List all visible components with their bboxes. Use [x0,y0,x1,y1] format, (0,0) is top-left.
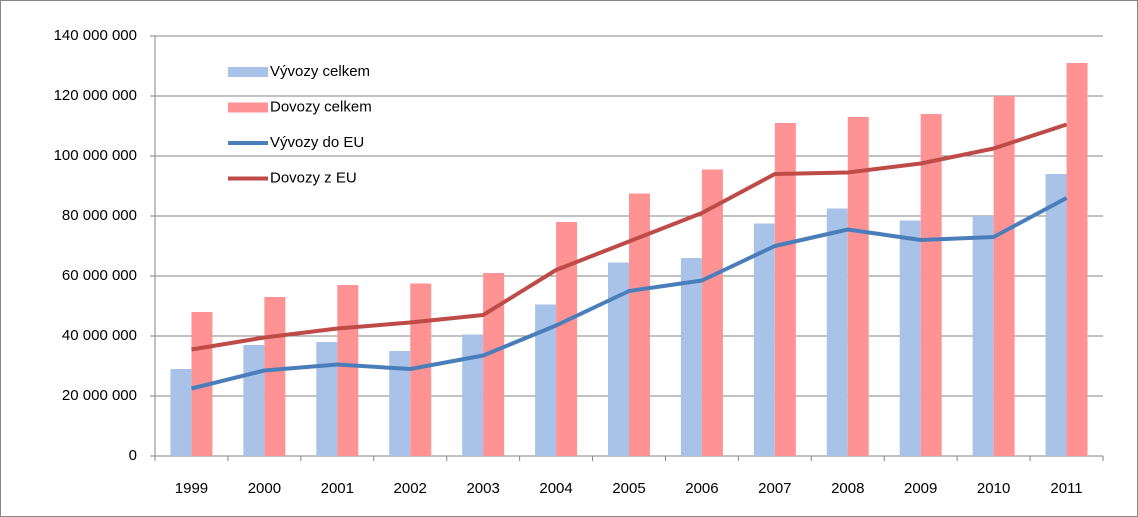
bar [608,262,629,456]
bar [243,345,265,456]
x-tick-label: 2006 [685,480,718,497]
bar [264,297,286,456]
bar [972,216,994,456]
y-tick-label: 100 000 000 [54,147,137,164]
legend-swatch [228,67,268,77]
bar [535,304,557,456]
bar [316,342,338,456]
bar [920,114,942,456]
legend-swatch [228,102,268,113]
bar [899,220,921,456]
bar [826,208,848,456]
y-tick-label: 140 000 000 [54,27,137,44]
legend-label: Dovozy celkem [270,98,372,115]
y-tick-label: 0 [129,447,137,464]
x-tick-label: 2011 [1050,480,1082,497]
bar [483,273,505,456]
y-tick-label: 60 000 000 [62,267,137,284]
bar [462,334,484,456]
bar [556,222,578,456]
bar [629,193,650,456]
bar [1066,63,1088,456]
line [190,196,1068,391]
x-tick-label: 2002 [394,480,427,497]
y-tick-label: 20 000 000 [62,387,137,404]
x-tick-label: 2001 [321,480,354,497]
bar [337,285,359,456]
legend-label: Vývozy celkem [270,63,370,80]
line [191,122,1068,352]
bar [680,258,702,456]
x-tick-label: 2007 [758,480,791,497]
bar [1045,174,1067,456]
bar [847,117,869,456]
y-tick-label: 40 000 000 [62,327,137,344]
x-tick-label: 1999 [175,480,208,497]
bar [701,169,723,456]
x-tick-label: 2010 [977,480,1010,497]
x-tick-label: 2004 [539,480,572,497]
bar [389,351,411,456]
y-tick-label: 120 000 000 [54,87,137,104]
x-tick-label: 2009 [904,480,937,497]
x-tick-label: 2008 [831,480,864,497]
y-tick-label: 80 000 000 [62,207,137,224]
x-tick-label: 2003 [466,480,499,497]
legend-label: Vývozy do EU [270,134,364,151]
x-tick-label: 2005 [612,480,645,497]
x-tick-label: 2000 [248,480,281,497]
bar [993,96,1015,456]
bar [410,283,432,456]
legend-label: Dovozy z EU [270,169,357,186]
bar [753,223,775,456]
bar [774,123,796,456]
bar [170,369,192,456]
